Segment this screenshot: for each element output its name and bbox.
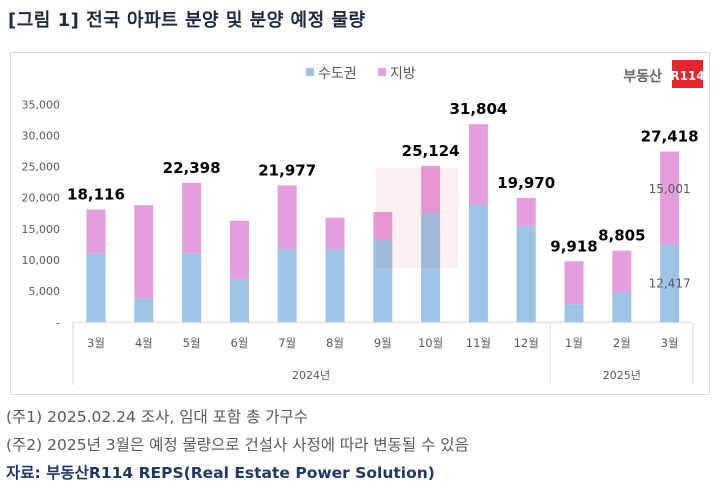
y-tick-label: 20,000 [22,192,61,205]
bar-capital [134,298,154,323]
total-label: 8,805 [598,227,645,245]
bar-regional [421,165,441,213]
bar-capital [373,239,393,323]
bar-regional [468,124,488,205]
y-tick-label: 25,000 [22,161,61,174]
source-text: 자료: 부동산R114 REPS(Real Estate Power Solut… [6,464,435,482]
total-label: 19,970 [497,174,555,192]
chart-container [10,52,710,395]
x-tick-label: 9월 [374,336,392,350]
bar-regional [277,185,297,249]
bar-capital [516,225,536,323]
bar-regional [229,220,249,279]
bar-capital [229,278,249,323]
x-tick-label: 7월 [278,336,296,350]
segment-label-capital: 12,417 [649,277,691,291]
logo-badge-text: R114 [670,69,704,83]
total-label: 27,418 [641,128,699,146]
bar-capital [468,204,488,323]
y-tick-label: - [56,316,60,329]
y-tick-label: 30,000 [22,129,61,142]
bar-regional [660,151,680,245]
total-label: 25,124 [402,142,460,160]
x-tick-label: 11월 [466,336,491,350]
x-tick-label: 3월 [661,336,679,350]
bar-capital [277,248,297,323]
bar-regional [182,182,202,254]
legend-label: 수도권 [318,66,357,82]
note-2: (주2) 2025년 3월은 예정 물량으로 건설사 사정에 따라 변동될 수 … [6,436,469,454]
bar-capital [421,212,441,323]
bar-regional [325,217,345,249]
total-label: 9,918 [550,237,597,255]
y-tick-label: 10,000 [22,254,61,267]
x-tick-label: 10월 [418,336,443,350]
total-label: 31,804 [449,100,507,118]
watermark-logo [376,168,458,268]
year-group-label: 2024년 [292,369,330,382]
x-tick-label: 6월 [230,336,248,350]
bar-capital [612,292,632,323]
bar-capital [182,253,202,323]
bar-capital [325,248,345,323]
x-tick-label: 5월 [183,336,201,350]
y-tick-label: 5,000 [29,285,61,298]
total-label: 18,116 [67,185,125,203]
legend-label: 지방 [390,66,416,82]
bar-regional [86,209,106,254]
bar-regional [516,197,536,226]
legend-swatch [306,68,314,76]
logo-badge [672,60,703,88]
x-tick-label: 12월 [514,336,539,350]
stacked-bar-chart: - 5,000 10,000 15,000 20,000 25,000 30,000 35,0… [22,60,705,385]
logo-text: 부동산 [623,68,662,85]
bar-regional [612,250,632,293]
bar-regional [373,212,393,240]
note-1: (주1) 2025.02.24 조사, 임대 포함 총 가구수 [6,408,309,426]
total-label: 22,398 [163,159,221,177]
x-tick-label: 2월 [613,336,631,350]
x-tick-label: 3월 [87,336,105,350]
bar-regional [134,205,154,299]
x-tick-label: 1월 [565,336,583,350]
y-tick-label: 35,000 [22,98,61,111]
total-label: 21,977 [258,161,316,179]
bar-capital [86,253,106,323]
segment-label-regional: 15,001 [649,182,691,196]
y-tick-label: 15,000 [22,223,61,236]
bar-regional [564,261,584,305]
legend-swatch [378,68,386,76]
bar-capital [564,304,584,323]
x-tick-label: 8월 [326,336,344,350]
figure-title: [그림 1] 전국 아파트 분양 및 분양 예정 물량 [8,10,366,31]
bar-capital [660,244,680,323]
year-group-label: 2025년 [603,369,641,382]
x-tick-label: 4월 [135,336,153,350]
